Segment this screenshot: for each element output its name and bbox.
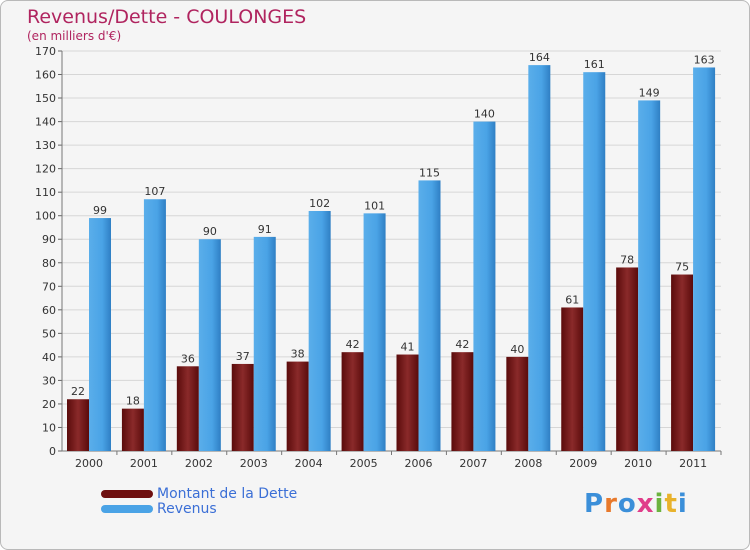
x-tick-label: 2003: [240, 457, 268, 470]
value-label-revenus: 161: [584, 58, 605, 71]
bar-revenus: [638, 100, 661, 451]
bar-revenus: [583, 72, 606, 452]
x-tick-label: 2009: [569, 457, 597, 470]
x-tick-label: 2006: [405, 457, 433, 470]
y-tick-label: 150: [35, 92, 56, 105]
y-tick-label: 40: [42, 351, 56, 364]
y-tick-label: 90: [42, 233, 56, 246]
logo-letter: i: [654, 489, 665, 519]
value-label-revenus: 140: [474, 108, 495, 121]
legend-label-dette: Montant de la Dette: [157, 486, 298, 502]
bar-revenus: [528, 65, 551, 451]
y-tick-label: 110: [35, 186, 56, 199]
y-tick-label: 50: [42, 327, 56, 340]
value-label-dette: 42: [455, 338, 469, 351]
value-label-dette: 75: [675, 261, 689, 274]
value-label-dette: 41: [401, 341, 415, 354]
y-tick-label: 20: [42, 398, 56, 411]
y-tick-label: 170: [35, 45, 56, 58]
value-label-revenus: 149: [639, 86, 660, 99]
bar-revenus: [363, 213, 386, 451]
bar-revenus: [89, 218, 111, 451]
value-label-dette: 40: [510, 343, 524, 356]
value-label-dette: 61: [565, 293, 579, 306]
bar-revenus: [198, 239, 221, 451]
bar-dette: [121, 408, 144, 451]
value-label-revenus: 163: [694, 53, 715, 66]
x-tick-label: 2010: [624, 457, 652, 470]
value-label-dette: 22: [71, 385, 85, 398]
value-label-revenus: 164: [529, 51, 550, 64]
bar-dette: [396, 354, 419, 451]
value-label-dette: 42: [346, 338, 360, 351]
y-tick-label: 0: [49, 445, 56, 458]
y-tick-label: 60: [42, 304, 56, 317]
chart-title: Revenus/Dette - COULONGES: [27, 6, 307, 28]
y-tick-label: 10: [42, 421, 56, 434]
bar-revenus: [473, 121, 496, 452]
bar-dette: [67, 399, 89, 451]
logo-letter: i: [677, 489, 688, 519]
y-tick-label: 70: [42, 280, 56, 293]
x-tick-label: 2008: [514, 457, 542, 470]
value-label-dette: 36: [181, 352, 195, 365]
bar-dette: [286, 361, 309, 451]
logo-letter: P: [584, 489, 605, 519]
logo-letter: o: [617, 489, 637, 519]
y-tick-label: 100: [35, 210, 56, 223]
x-tick-label: 2004: [295, 457, 323, 470]
chart-subtitle: (en milliers d'€): [27, 29, 122, 43]
value-label-dette: 78: [620, 253, 634, 266]
x-tick-label: 2007: [459, 457, 487, 470]
y-tick-label: 160: [35, 69, 56, 82]
value-label-revenus: 102: [309, 197, 330, 210]
y-tick-label: 30: [42, 374, 56, 387]
bar-revenus: [253, 236, 276, 451]
bar-dette: [231, 363, 254, 451]
value-label-revenus: 99: [93, 204, 107, 217]
bar-dette: [561, 307, 584, 451]
proxiti-logo: Proxiti: [584, 489, 688, 519]
bar-revenus: [418, 180, 441, 452]
x-tick-label: 2002: [185, 457, 213, 470]
logo-letter: x: [636, 489, 655, 519]
x-tick-label: 2000: [75, 457, 103, 470]
y-tick-label: 80: [42, 257, 56, 270]
y-tick-label: 120: [35, 163, 56, 176]
value-label-revenus: 90: [203, 225, 217, 238]
x-tick-label: 2001: [130, 457, 158, 470]
legend-swatch-dette: [101, 490, 153, 498]
bar-dette: [176, 366, 199, 451]
logo-letter: t: [664, 489, 678, 519]
value-label-dette: 18: [126, 395, 140, 408]
value-label-revenus: 107: [144, 185, 165, 198]
bar-revenus: [308, 211, 331, 451]
x-tick-label: 2011: [679, 457, 707, 470]
bar-dette: [671, 274, 694, 451]
bar-dette: [341, 352, 364, 451]
y-tick-label: 140: [35, 116, 56, 129]
value-label-revenus: 115: [419, 166, 440, 179]
value-label-dette: 38: [291, 348, 305, 361]
bar-revenus: [693, 67, 716, 452]
x-tick-label: 2005: [350, 457, 378, 470]
value-label-revenus: 101: [364, 199, 385, 212]
legend-label-revenus: Revenus: [157, 501, 217, 517]
legend-swatch-revenus: [101, 505, 153, 513]
plot-area: [62, 51, 721, 451]
bar-dette: [451, 352, 474, 451]
value-label-dette: 37: [236, 350, 250, 363]
bar-revenus: [143, 199, 166, 451]
bar-dette: [616, 267, 639, 451]
logo-letter: r: [604, 489, 618, 519]
bar-dette: [506, 356, 529, 451]
y-tick-label: 130: [35, 139, 56, 152]
value-label-revenus: 91: [258, 223, 272, 236]
